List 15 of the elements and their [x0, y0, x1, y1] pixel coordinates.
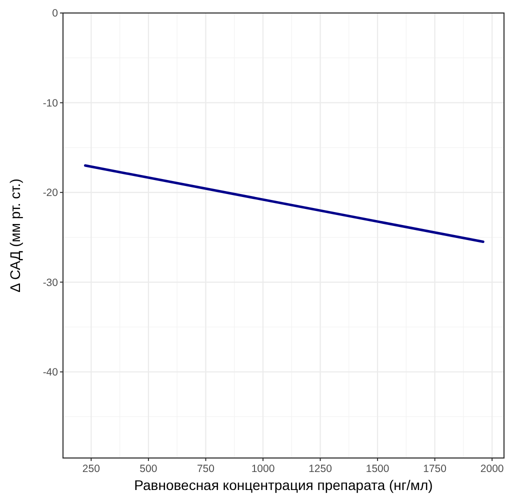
x-axis-title: Равновесная концентрация препарата (нг/мл): [134, 477, 433, 493]
x-tick-label: 2000: [480, 463, 504, 475]
x-tick-label: 500: [140, 463, 158, 475]
x-tick-label: 1250: [308, 463, 332, 475]
x-tick-label: 1500: [366, 463, 390, 475]
y-tick-label: -40: [42, 366, 58, 379]
x-tick-label: 1000: [251, 463, 275, 475]
y-tick-label: -30: [42, 276, 58, 289]
x-tick-label: 750: [196, 463, 215, 475]
x-tick-label: 250: [82, 463, 100, 475]
x-tick-label: 1750: [423, 463, 447, 475]
y-tick-label: 0: [52, 8, 58, 20]
y-tick-label: -20: [42, 187, 58, 200]
y-tick-label: -10: [42, 97, 58, 110]
y-axis-title: Δ САД (мм рт. ст.): [7, 178, 23, 292]
